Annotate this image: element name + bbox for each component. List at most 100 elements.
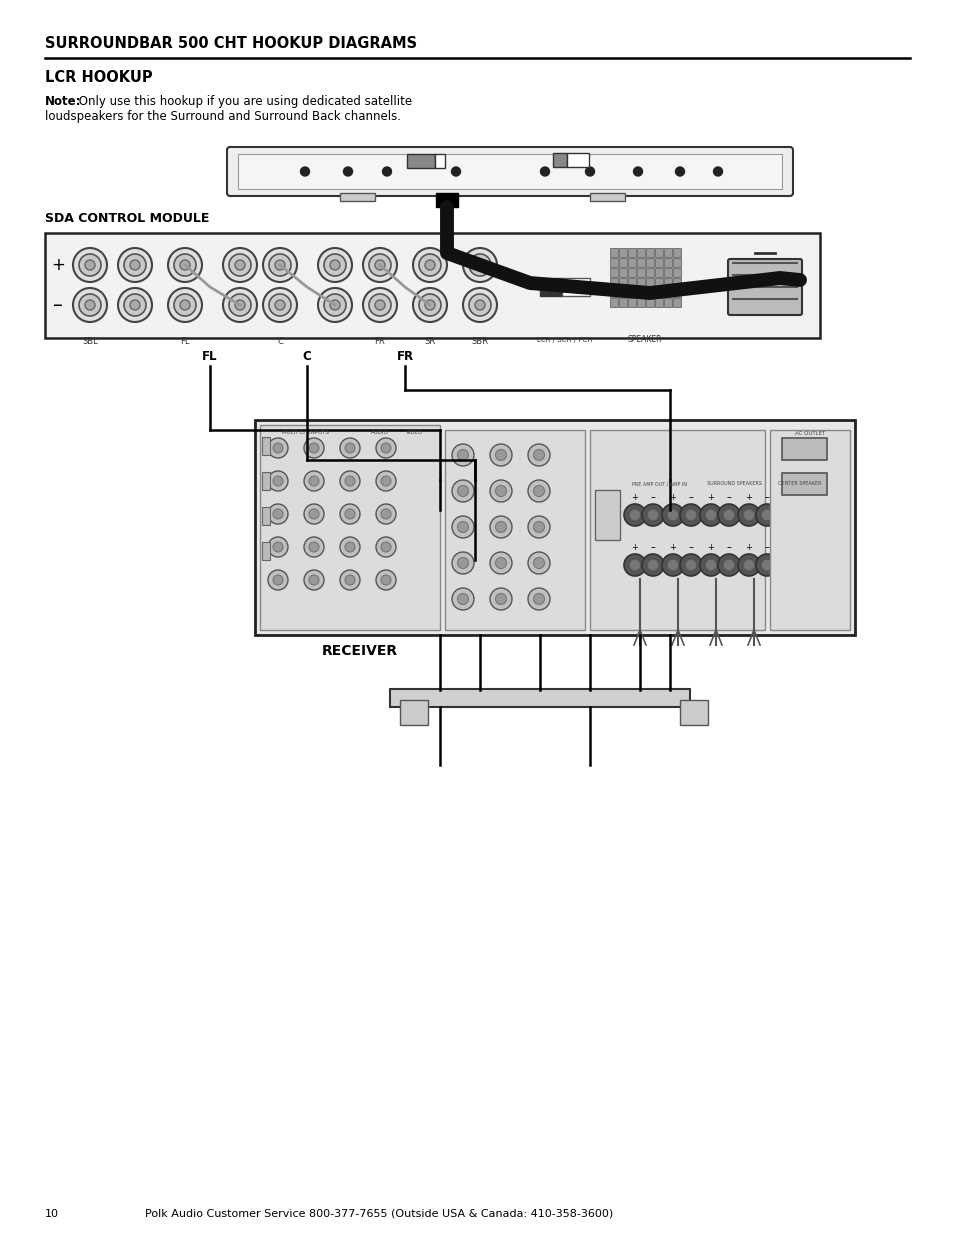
Circle shape xyxy=(646,559,659,571)
Circle shape xyxy=(666,509,679,521)
Bar xyxy=(645,258,654,267)
Circle shape xyxy=(273,576,283,585)
Bar xyxy=(637,268,644,277)
Circle shape xyxy=(269,294,291,316)
Circle shape xyxy=(168,288,202,322)
Circle shape xyxy=(628,559,640,571)
Bar xyxy=(637,248,644,257)
Text: –: – xyxy=(53,295,63,315)
Circle shape xyxy=(495,450,506,461)
Circle shape xyxy=(273,475,283,487)
Circle shape xyxy=(490,552,512,574)
Circle shape xyxy=(382,167,391,177)
Circle shape xyxy=(309,443,318,453)
Bar xyxy=(609,268,618,277)
Circle shape xyxy=(229,254,251,275)
Bar xyxy=(672,258,680,267)
Text: SR: SR xyxy=(424,337,436,346)
Circle shape xyxy=(704,509,717,521)
Circle shape xyxy=(742,559,754,571)
Circle shape xyxy=(641,504,663,526)
Circle shape xyxy=(418,294,440,316)
Text: CENTER SPEAKER: CENTER SPEAKER xyxy=(778,480,821,487)
Circle shape xyxy=(223,248,256,282)
Circle shape xyxy=(380,509,391,519)
Circle shape xyxy=(760,509,772,521)
Circle shape xyxy=(380,443,391,453)
Circle shape xyxy=(339,504,359,524)
Text: +: + xyxy=(707,493,714,501)
Circle shape xyxy=(339,471,359,492)
Circle shape xyxy=(452,552,474,574)
Bar xyxy=(645,278,654,287)
Bar xyxy=(655,298,662,308)
Bar xyxy=(390,689,689,706)
Bar xyxy=(262,437,270,454)
Circle shape xyxy=(452,516,474,538)
Text: AUDIO: AUDIO xyxy=(371,430,389,435)
Text: SURROUND SPEAKERS: SURROUND SPEAKERS xyxy=(707,480,761,487)
Circle shape xyxy=(363,248,396,282)
Bar xyxy=(627,248,636,257)
Bar xyxy=(618,278,626,287)
Text: FR: FR xyxy=(375,337,385,346)
Text: –: – xyxy=(726,542,731,552)
Bar xyxy=(609,258,618,267)
Circle shape xyxy=(469,294,491,316)
Bar xyxy=(663,298,671,308)
Text: +: + xyxy=(707,543,714,552)
Text: LCR / SCH / PCH: LCR / SCH / PCH xyxy=(537,337,592,343)
Bar xyxy=(45,233,820,338)
Bar xyxy=(781,473,826,495)
Circle shape xyxy=(173,254,195,275)
Circle shape xyxy=(85,300,95,310)
Circle shape xyxy=(722,559,734,571)
Text: LCR HOOKUP: LCR HOOKUP xyxy=(45,70,152,85)
Circle shape xyxy=(718,555,740,576)
Circle shape xyxy=(345,443,355,453)
Circle shape xyxy=(490,480,512,501)
Text: –: – xyxy=(688,492,693,501)
Bar xyxy=(637,278,644,287)
Circle shape xyxy=(675,167,684,177)
Circle shape xyxy=(755,504,778,526)
Circle shape xyxy=(475,300,484,310)
Text: –: – xyxy=(763,542,769,552)
Text: VIDEO: VIDEO xyxy=(406,430,423,435)
Circle shape xyxy=(452,445,474,466)
Circle shape xyxy=(462,288,497,322)
Circle shape xyxy=(268,537,288,557)
Circle shape xyxy=(268,471,288,492)
Circle shape xyxy=(375,438,395,458)
Circle shape xyxy=(173,294,195,316)
Circle shape xyxy=(704,559,717,571)
Bar xyxy=(254,420,854,635)
Circle shape xyxy=(130,261,140,270)
Bar xyxy=(618,288,626,296)
Text: +: + xyxy=(669,493,676,501)
Circle shape xyxy=(317,248,352,282)
Circle shape xyxy=(527,588,550,610)
Circle shape xyxy=(533,594,544,604)
Circle shape xyxy=(490,516,512,538)
Circle shape xyxy=(533,450,544,461)
Bar xyxy=(672,298,680,308)
Circle shape xyxy=(324,254,346,275)
Circle shape xyxy=(641,555,663,576)
Circle shape xyxy=(413,288,447,322)
Circle shape xyxy=(273,542,283,552)
Circle shape xyxy=(309,576,318,585)
Circle shape xyxy=(268,571,288,590)
Circle shape xyxy=(661,555,683,576)
Circle shape xyxy=(309,542,318,552)
Bar xyxy=(435,154,444,168)
Circle shape xyxy=(755,555,778,576)
Circle shape xyxy=(375,300,385,310)
Bar xyxy=(609,248,618,257)
Bar xyxy=(262,508,270,525)
Circle shape xyxy=(309,509,318,519)
Bar xyxy=(663,248,671,257)
Bar xyxy=(436,193,457,207)
Bar xyxy=(655,258,662,267)
Circle shape xyxy=(495,485,506,496)
